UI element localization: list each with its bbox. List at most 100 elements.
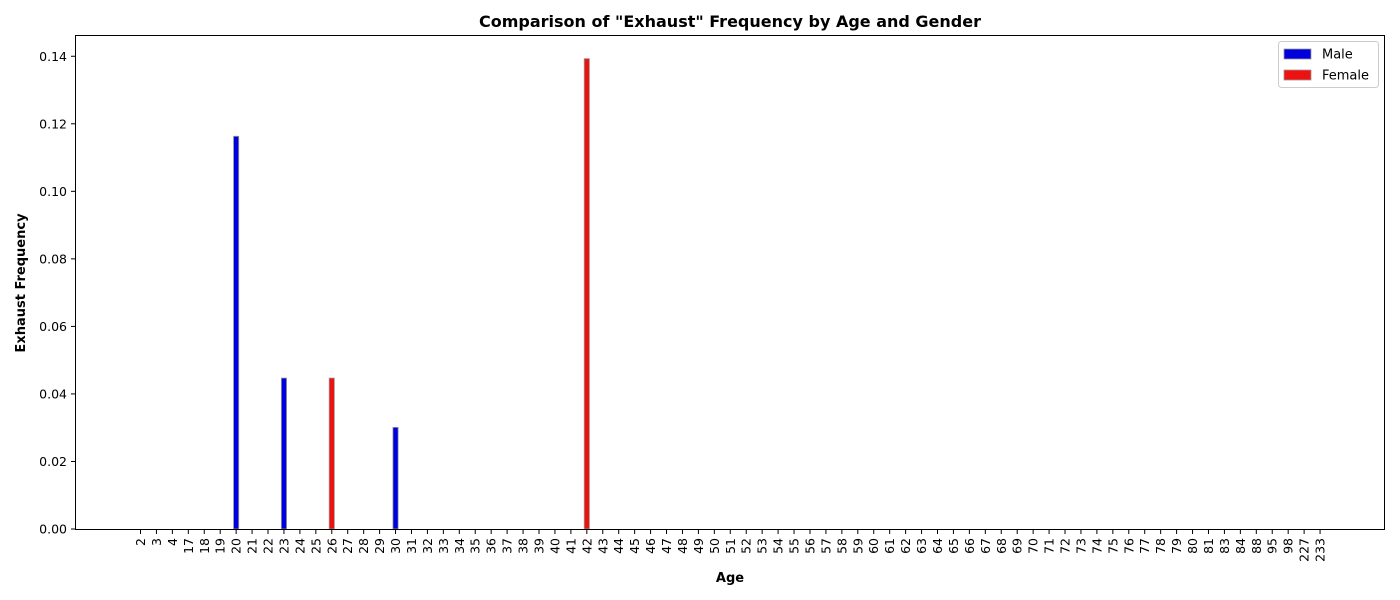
x-tick-label: 39 <box>532 538 547 554</box>
y-tick-label: 0.04 <box>39 386 67 401</box>
y-tick-label: 0.08 <box>39 251 67 266</box>
x-tick-label: 41 <box>563 538 578 554</box>
x-tick-label: 54 <box>771 538 786 554</box>
x-tick-label: 76 <box>1121 538 1136 554</box>
y-tick-label: 0.12 <box>39 116 67 131</box>
legend-swatch-male <box>1283 48 1312 60</box>
x-tick-label: 30 <box>388 538 403 554</box>
x-tick-label: 60 <box>866 538 881 554</box>
x-tick-label: 32 <box>420 538 435 554</box>
x-tick-label: 25 <box>308 538 323 554</box>
x-tick-label: 17 <box>181 538 196 554</box>
x-tick-label: 95 <box>1265 538 1280 554</box>
y-tick-label: 0.02 <box>39 454 67 469</box>
x-tick-label: 20 <box>229 538 244 554</box>
x-tick-label: 80 <box>1185 538 1200 554</box>
x-tick-label: 227 <box>1297 538 1312 562</box>
bar-female-42 <box>583 58 590 530</box>
y-axis-title: Exhaust Frequency <box>14 213 29 353</box>
x-tick-label: 42 <box>579 538 594 554</box>
x-tick-label: 37 <box>500 538 515 554</box>
x-tick-label: 45 <box>627 538 642 554</box>
plot-frame <box>75 35 1385 530</box>
x-tick-label: 33 <box>436 538 451 554</box>
legend-label-female: Female <box>1322 69 1369 84</box>
x-tick-label: 81 <box>1201 538 1216 554</box>
x-tick-label: 74 <box>1089 538 1104 554</box>
bars-group <box>233 58 590 530</box>
x-tick-label: 62 <box>898 538 913 554</box>
x-tick-label: 78 <box>1153 538 1168 554</box>
x-tick-label: 44 <box>611 538 626 554</box>
legend: Male Female <box>1278 41 1379 88</box>
x-tick-label: 46 <box>643 538 658 554</box>
legend-swatch-female <box>1283 69 1312 81</box>
x-tick-label: 68 <box>994 538 1009 554</box>
x-tick-label: 29 <box>372 538 387 554</box>
x-tick-label: 28 <box>356 538 371 554</box>
x-tick-label: 75 <box>1105 538 1120 554</box>
x-tick-label: 4 <box>165 538 180 546</box>
x-tick-label: 61 <box>882 538 897 554</box>
x-tick-label: 84 <box>1233 538 1248 554</box>
x-tick-label: 66 <box>962 538 977 554</box>
x-tick-label: 55 <box>787 538 802 554</box>
x-tick-label: 56 <box>802 538 817 554</box>
x-tick-label: 26 <box>324 538 339 554</box>
x-tick-label: 3 <box>149 538 164 546</box>
x-tick-label: 27 <box>340 538 355 554</box>
x-tick-label: 58 <box>834 538 849 554</box>
x-tick-label: 38 <box>516 538 531 554</box>
x-tick-label: 2 <box>133 538 148 546</box>
y-axis: 0.00 0.02 0.04 0.06 0.08 0.10 0.12 0.14 <box>39 49 76 537</box>
legend-label-male: Male <box>1322 48 1353 63</box>
x-tick-label: 34 <box>452 538 467 554</box>
x-tick-label: 69 <box>1010 538 1025 554</box>
x-axis: 2 3 4 17 18 19 20 21 22 23 24 25 26 27 28 29 30 31 32 33 34 3… <box>133 529 1328 562</box>
x-tick-label: 57 <box>818 538 833 554</box>
x-tick-label: 98 <box>1281 538 1296 554</box>
x-tick-label: 70 <box>1026 538 1041 554</box>
x-axis-title: Age <box>716 571 744 586</box>
x-tick-label: 31 <box>404 538 419 554</box>
x-tick-label: 53 <box>755 538 770 554</box>
x-tick-label: 47 <box>659 538 674 554</box>
bar-male-23 <box>280 377 287 530</box>
x-tick-label: 22 <box>261 538 276 554</box>
y-tick-label: 0.00 <box>39 522 67 537</box>
x-tick-label: 48 <box>675 538 690 554</box>
chart-title: Comparison of "Exhaust" Frequency by Age… <box>479 12 981 31</box>
x-tick-label: 50 <box>707 538 722 554</box>
bar-female-26 <box>328 377 335 530</box>
x-tick-label: 65 <box>946 538 961 554</box>
x-tick-label: 233 <box>1313 538 1328 562</box>
x-tick-label: 73 <box>1073 538 1088 554</box>
x-tick-label: 24 <box>292 538 307 554</box>
y-tick-label: 0.06 <box>39 319 67 334</box>
x-tick-label: 40 <box>547 538 562 554</box>
x-tick-label: 36 <box>484 538 499 554</box>
x-tick-label: 35 <box>468 538 483 554</box>
x-tick-label: 77 <box>1137 538 1152 554</box>
bar-male-30 <box>392 426 399 530</box>
x-tick-label: 52 <box>739 538 754 554</box>
y-tick-label: 0.14 <box>39 49 67 64</box>
x-tick-label: 19 <box>213 538 228 554</box>
x-tick-label: 49 <box>691 538 706 554</box>
x-tick-label: 18 <box>197 538 212 554</box>
bar-male-20 <box>233 135 240 530</box>
x-tick-label: 64 <box>930 538 945 554</box>
x-tick-label: 67 <box>978 538 993 554</box>
x-tick-label: 88 <box>1249 538 1264 554</box>
x-tick-label: 83 <box>1217 538 1232 554</box>
x-tick-label: 23 <box>276 538 291 554</box>
x-tick-label: 21 <box>245 538 260 554</box>
x-tick-label: 43 <box>595 538 610 554</box>
x-tick-label: 51 <box>723 538 738 554</box>
x-tick-label: 59 <box>850 538 865 554</box>
x-tick-label: 71 <box>1042 538 1057 554</box>
y-tick-label: 0.10 <box>39 184 67 199</box>
x-tick-label: 79 <box>1169 538 1184 554</box>
